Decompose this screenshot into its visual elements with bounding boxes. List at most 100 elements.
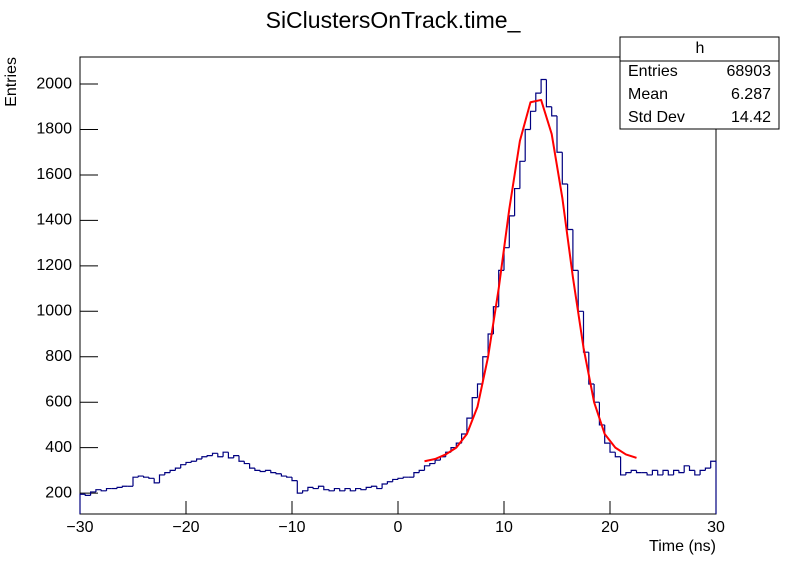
histogram-bin [423, 465, 430, 471]
y-tick-label: 2000 [36, 75, 72, 92]
histogram-bin [79, 493, 86, 514]
y-tick-label: 1400 [36, 212, 72, 229]
histogram-bin [635, 470, 642, 474]
x-axis-label: Time (ns) [649, 538, 716, 555]
histogram-bin [249, 463, 255, 469]
fit-curve [424, 98, 637, 463]
histogram-bin [667, 470, 674, 476]
histogram-bin [710, 460, 717, 514]
y-axis-label: Entries [3, 57, 20, 107]
histogram-bin [535, 92, 542, 112]
y-tick-label: 1000 [36, 303, 72, 320]
y-tick-label: 400 [45, 439, 72, 456]
x-tick-label: 30 [707, 519, 725, 536]
x-tick-label: −10 [278, 519, 305, 536]
histogram-bin [657, 470, 663, 476]
histogram-bin [153, 478, 160, 484]
histogram-bin [429, 462, 436, 466]
histogram-bin [683, 465, 690, 473]
histogram-bin [434, 459, 441, 464]
histogram-bin [344, 487, 351, 491]
histogram-bin [238, 455, 245, 462]
histogram-bin [651, 469, 658, 475]
stats-value: 14.42 [731, 109, 771, 126]
histogram-bin [688, 465, 695, 471]
histogram-bin [620, 456, 626, 476]
histogram-bin [137, 475, 144, 478]
histogram-bin [328, 489, 335, 492]
histogram-bin [545, 79, 552, 108]
histogram-bin [662, 469, 669, 475]
histogram-bin [270, 470, 277, 474]
histogram-bin [561, 152, 568, 185]
histogram-bin [556, 115, 563, 153]
histogram-bin [392, 478, 398, 482]
y-tick-label: 200 [45, 484, 72, 501]
histogram-bin [296, 480, 303, 494]
stats-value: 68903 [727, 63, 772, 80]
histogram-bin [519, 160, 526, 189]
histogram-bin [625, 472, 632, 475]
histogram-bin [402, 476, 409, 479]
y-tick-label: 1600 [36, 166, 72, 183]
histogram-bin [418, 469, 425, 473]
histogram-bin [471, 397, 478, 419]
histogram-bin [90, 491, 96, 496]
histogram-bin [148, 477, 155, 479]
histogram-bin [169, 469, 176, 473]
stats-label: Std Dev [628, 109, 685, 126]
histogram-bin [365, 486, 372, 490]
histogram-bin [540, 78, 547, 94]
histogram-bin [190, 460, 197, 463]
histogram-bin [243, 461, 250, 465]
histogram-bin [355, 487, 361, 491]
histogram-bin [360, 488, 367, 491]
stats-box: h Entries 68903 Mean 6.287 Std Dev 14.42 [619, 36, 780, 130]
x-tick-label: 20 [601, 519, 619, 536]
x-tick-label: 10 [495, 519, 513, 536]
histogram-bin [524, 128, 531, 162]
histogram-bin [339, 488, 345, 492]
histogram-bin [466, 417, 473, 435]
histogram-bin [264, 469, 271, 472]
histogram-bin [164, 472, 171, 475]
histogram-bin [646, 472, 653, 476]
stats-value: 6.287 [731, 86, 771, 103]
y-tick-label: 1200 [36, 257, 72, 274]
histogram-bin [307, 486, 314, 491]
histogram-bin [397, 477, 404, 480]
histogram-bin [286, 476, 292, 478]
histogram-bin [206, 454, 213, 457]
histogram-bin [630, 469, 637, 473]
histogram-bin [280, 473, 287, 477]
histogram-bin [333, 487, 340, 491]
histogram-bin [132, 476, 139, 487]
histogram-bin [185, 461, 192, 465]
histogram-bin [386, 481, 393, 485]
histogram-bin [699, 469, 706, 475]
histogram-bin [370, 485, 377, 488]
histogram-bin [100, 489, 107, 492]
histogram-bin [201, 456, 208, 460]
histogram-bin [233, 454, 239, 458]
y-tick-label: 800 [45, 348, 72, 365]
histogram-bin [116, 486, 123, 489]
histogram-bin [105, 487, 112, 491]
histogram-bin [588, 352, 595, 385]
histogram-bin [222, 451, 229, 457]
stats-header: h [696, 40, 705, 57]
histogram-bin [609, 443, 616, 453]
histogram-bin [678, 470, 685, 474]
histogram-bin [180, 464, 186, 469]
x-tick-label: −30 [66, 519, 93, 536]
histogram-bin [95, 489, 102, 492]
y-tick-label: 1800 [36, 121, 72, 138]
histogram-bin [614, 452, 621, 458]
stats-frame [619, 36, 780, 130]
histogram-bin [598, 402, 605, 426]
histogram-bin [143, 476, 149, 478]
x-tick-label: 0 [394, 519, 403, 536]
histogram-bin [275, 472, 282, 475]
histogram-bin [567, 184, 573, 231]
